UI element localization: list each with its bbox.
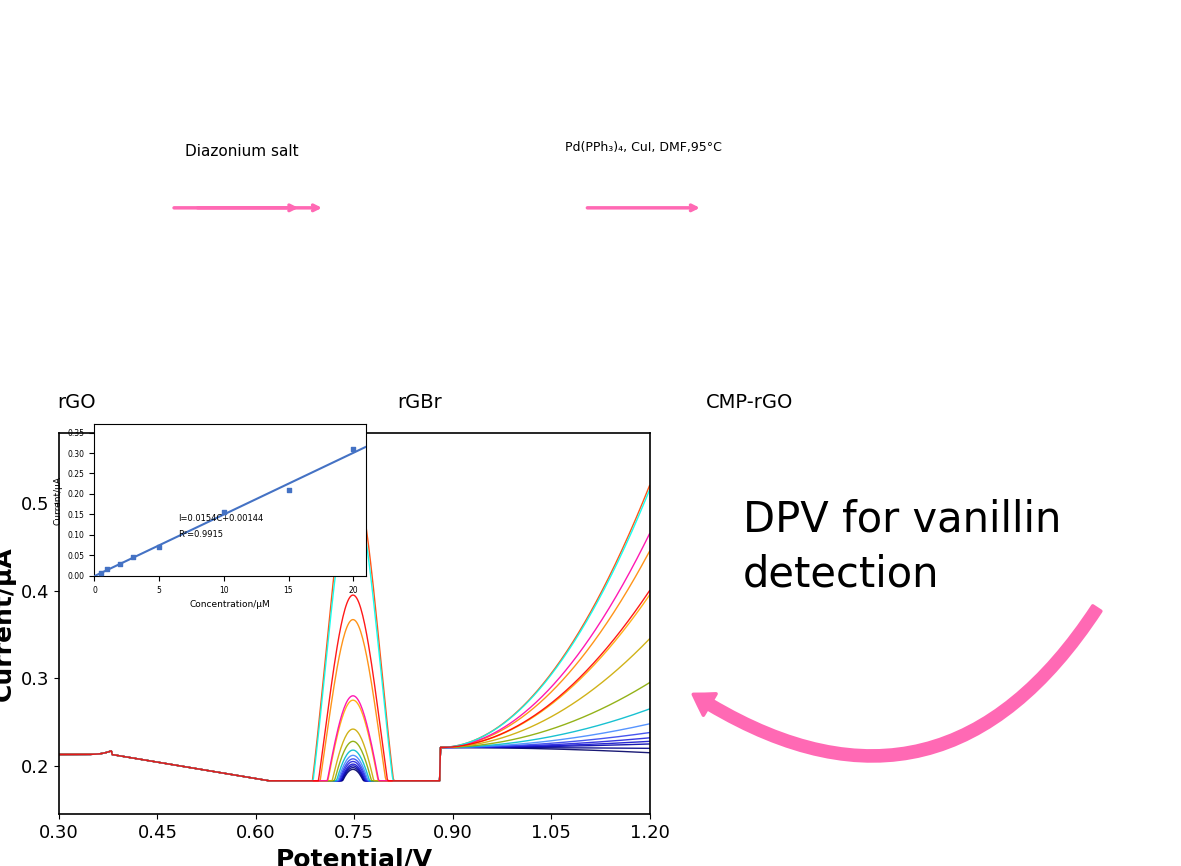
X-axis label: Potential/V: Potential/V [275,847,433,866]
Text: rGBr: rGBr [397,393,442,412]
Point [150,540,169,554]
Y-axis label: Current/μA: Current/μA [0,546,15,701]
Point [111,557,130,571]
Point [215,506,234,520]
Point [124,551,143,565]
Text: CMP-rGO: CMP-rGO [706,393,794,412]
Text: R²=0.9915: R²=0.9915 [178,530,223,539]
Point [98,561,117,575]
Text: DPV for vanillin
detection: DPV for vanillin detection [743,499,1062,596]
Text: I=0.0154C+0.00144: I=0.0154C+0.00144 [178,514,263,522]
X-axis label: Concentration/μM: Concentration/μM [190,600,270,609]
Text: rGO: rGO [58,393,96,412]
Text: Diazonium salt: Diazonium salt [185,144,299,159]
Text: Pd(PPh₃)₄, CuI, DMF,95°C: Pd(PPh₃)₄, CuI, DMF,95°C [566,140,722,154]
Y-axis label: Current/μA: Current/μA [53,475,63,525]
Point [91,565,110,579]
Point [344,442,363,456]
Point [279,483,298,497]
